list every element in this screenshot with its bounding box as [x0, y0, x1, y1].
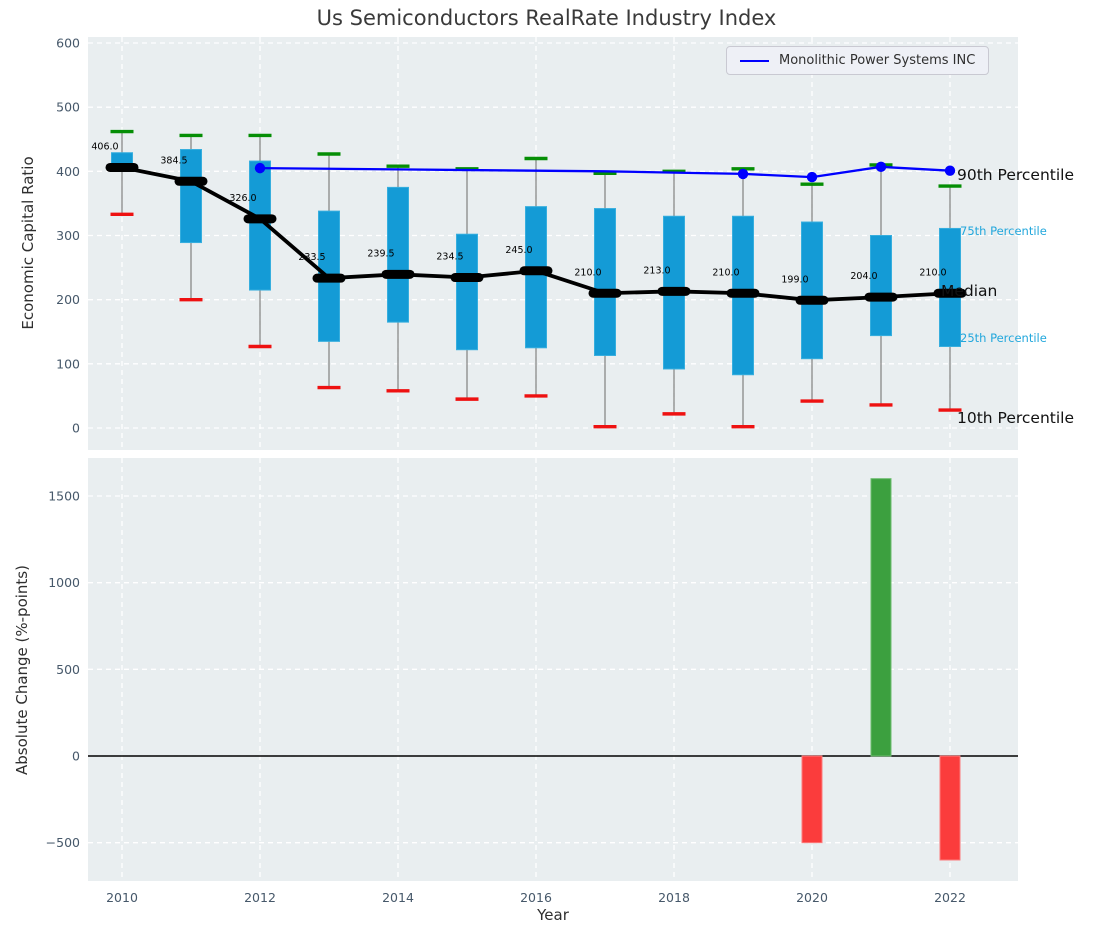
median-value-label-2022: 210.0: [919, 267, 946, 278]
xtick-2022: 2022: [934, 890, 966, 905]
median-value-label-2013: 233.5: [298, 252, 325, 263]
median-marker-2016: [519, 266, 553, 276]
company-dot-2019: [737, 168, 749, 180]
box-2021: [870, 235, 892, 337]
median-marker-2011: [174, 176, 208, 186]
median-value-label-2019: 210.0: [712, 267, 739, 278]
top-ytick-300: 300: [56, 228, 80, 243]
p90-percentile-label: 90th Percentile: [957, 166, 1075, 184]
xtick-2018: 2018: [658, 890, 690, 905]
change-bar-2020: [801, 755, 823, 844]
median-label: Median: [941, 282, 998, 300]
median-marker-2019: [726, 288, 760, 298]
box-2011: [180, 149, 202, 244]
legend: Monolithic Power Systems INC: [726, 46, 990, 75]
median-value-label-2011: 384.5: [160, 155, 187, 166]
xtick-2020: 2020: [796, 890, 828, 905]
xtick-2012: 2012: [244, 890, 276, 905]
top-ytick-200: 200: [56, 292, 80, 307]
company-line: [259, 165, 951, 179]
box-2014: [387, 186, 409, 323]
median-marker-2012: [243, 214, 277, 224]
median-marker-2010: [105, 162, 139, 172]
box-2015: [456, 233, 478, 351]
bottom-ytick-0: 0: [72, 749, 80, 764]
company-dot-2022: [944, 165, 956, 176]
median-marker-2013: [312, 273, 346, 283]
median-value-label-2015: 234.5: [436, 252, 463, 263]
bottom-ytick-1500: 1500: [48, 489, 80, 504]
top-ytick-0: 0: [72, 421, 80, 436]
box-2017: [594, 208, 616, 356]
bottom-ytick-500: 500: [56, 662, 80, 677]
change-bar-2021: [870, 478, 892, 757]
median-value-label-2018: 213.0: [643, 265, 670, 276]
median-value-label-2014: 239.5: [367, 248, 394, 259]
company-dot-2021: [875, 161, 887, 173]
median-value-label-2021: 204.0: [850, 271, 877, 282]
p25-percentile-label: 25th Percentile: [960, 331, 1047, 345]
top-ytick-500: 500: [56, 100, 80, 115]
median-value-label-2016: 245.0: [505, 245, 532, 256]
company-dot-2020: [806, 171, 818, 183]
box-2020: [801, 221, 823, 360]
xtick-2010: 2010: [106, 890, 138, 905]
top-ytick-600: 600: [56, 36, 80, 51]
top-ytick-400: 400: [56, 164, 80, 179]
legend-label: Monolithic Power Systems INC: [779, 53, 976, 68]
median-value-label-2012: 326.0: [229, 193, 256, 204]
bottom-ytick--500: −500: [46, 835, 80, 850]
median-value-label-2020: 199.0: [781, 274, 808, 285]
median-marker-2022: [933, 288, 967, 298]
top-chart: 0 100 200 300 400 500 600 406.0 384.5 326.0 233.5 2…: [56, 36, 1018, 450]
top-ytick-100: 100: [56, 356, 80, 371]
median-marker-2018: [657, 286, 691, 296]
bottom-chart: −500 0 500 1000 1500 2010 2012 2014 2016 2018 2020…: [46, 458, 1018, 905]
p10-percentile-label: 10th Percentile: [957, 409, 1075, 427]
x-axis-label: Year: [537, 906, 569, 924]
median-marker-2021: [864, 292, 898, 302]
xtick-2016: 2016: [520, 890, 552, 905]
box-2016: [525, 206, 547, 349]
median-value-label-2017: 210.0: [574, 267, 601, 278]
median-marker-2014: [381, 269, 415, 279]
p75-percentile-label: 75th Percentile: [960, 224, 1047, 238]
chart-title: Us Semiconductors RealRate Industry Inde…: [316, 6, 777, 30]
legend-line-sample: [740, 59, 769, 62]
company-dot-2012: [254, 162, 266, 174]
change-bar-2022: [939, 755, 961, 861]
median-marker-2015: [450, 273, 484, 283]
box-2022: [939, 227, 961, 348]
median-marker-2020: [795, 295, 829, 305]
bottom-ytick-1000: 1000: [48, 575, 80, 590]
top-plot-background: [88, 37, 1018, 450]
xtick-2014: 2014: [382, 890, 414, 905]
median-value-label-2010: 406.0: [91, 141, 118, 152]
median-marker-2017: [588, 288, 622, 298]
